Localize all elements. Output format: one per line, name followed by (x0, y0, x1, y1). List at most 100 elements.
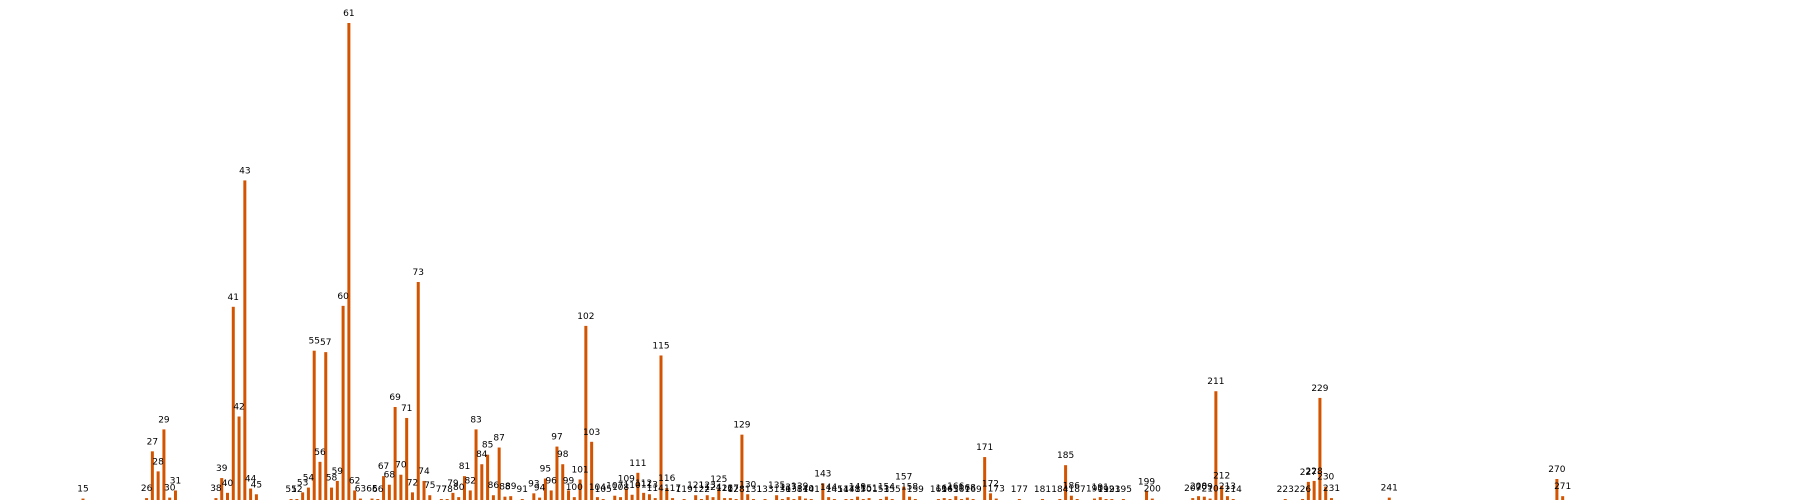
bar-label-108: 108 (612, 483, 629, 493)
bar-43 (243, 180, 247, 500)
bar-label-123: 123 (699, 481, 716, 491)
bar-126 (723, 498, 727, 500)
bar-30 (168, 497, 172, 500)
bar-label-241: 241 (1381, 484, 1398, 494)
bar-15 (81, 498, 85, 500)
bar-60 (341, 305, 345, 500)
bar-80 (457, 497, 461, 500)
bar-label-163: 163 (930, 485, 947, 495)
bar-label-113: 113 (641, 480, 658, 490)
bar-label-44: 44 (245, 475, 257, 485)
bar-101 (578, 479, 582, 500)
bar-100 (572, 497, 576, 500)
bar-57 (324, 352, 328, 500)
bar-label-137: 137 (780, 483, 797, 493)
bar-label-131: 131 (745, 485, 762, 495)
bar-label-102: 102 (577, 312, 594, 322)
bar-123 (705, 495, 709, 500)
bar-label-54: 54 (303, 474, 315, 484)
bar-label-213: 213 (1219, 482, 1236, 492)
bar-label-133: 133 (756, 485, 773, 495)
bar-99 (567, 490, 571, 500)
bar-label-190: 190 (1086, 485, 1103, 495)
bar-label-141: 141 (803, 485, 820, 495)
bar-211 (1214, 391, 1218, 500)
bar-label-83: 83 (470, 415, 481, 425)
bar-label-94: 94 (534, 484, 546, 494)
bar-208 (1197, 496, 1201, 500)
bar-label-100: 100 (566, 483, 583, 493)
bar-143 (821, 483, 825, 500)
bar-label-85: 85 (482, 441, 493, 451)
bar-label-166: 166 (947, 482, 964, 492)
bar-label-149: 149 (849, 483, 866, 493)
bars-layer (81, 23, 1565, 500)
bar-label-84: 84 (476, 450, 488, 460)
bar-label-79: 79 (447, 479, 459, 489)
bar-label-169: 169 (965, 485, 982, 495)
bar-61 (347, 23, 351, 500)
bar-label-139: 139 (791, 482, 808, 492)
bar-label-95: 95 (540, 465, 551, 475)
bar-114 (653, 498, 657, 500)
bar-label-61: 61 (343, 9, 354, 19)
bar-label-69: 69 (389, 393, 401, 403)
bar-label-167: 167 (953, 485, 970, 495)
bar-79 (451, 492, 455, 500)
bar-label-135: 135 (768, 481, 785, 491)
bar-label-192: 192 (1097, 485, 1114, 495)
bar-label-138: 138 (785, 485, 802, 495)
bar-label-31: 31 (170, 476, 181, 486)
bar-label-119: 119 (676, 485, 693, 495)
bar-63 (358, 498, 362, 500)
bar-label-101: 101 (571, 465, 588, 475)
bar-98 (561, 464, 565, 500)
bar-label-30: 30 (164, 484, 176, 494)
bar-271 (1561, 496, 1565, 500)
bar-label-164: 164 (936, 484, 953, 494)
bar-label-144: 144 (820, 483, 837, 493)
bar-27 (150, 451, 154, 500)
bar-label-211: 211 (1207, 377, 1224, 387)
bar-label-110: 110 (624, 481, 641, 491)
bar-label-228: 228 (1306, 467, 1323, 477)
bar-label-168: 168 (959, 484, 976, 494)
bar-212 (1220, 485, 1224, 500)
bar-191 (1098, 497, 1102, 500)
bar-label-193: 193 (1103, 485, 1120, 495)
bar-186 (1069, 495, 1073, 500)
bar-68 (387, 484, 391, 500)
bar-label-56: 56 (314, 448, 326, 458)
bar-72 (410, 492, 414, 500)
bar-135 (775, 495, 779, 500)
bar-108 (619, 497, 623, 500)
bar-label-116: 116 (658, 474, 675, 484)
bar-label-172: 172 (982, 479, 999, 489)
bar-label-59: 59 (332, 467, 344, 477)
bar-229 (1318, 397, 1322, 500)
bar-label-115: 115 (652, 341, 669, 351)
bar-label-147: 147 (837, 485, 854, 495)
bar-111 (636, 472, 640, 500)
bar-42 (237, 416, 241, 500)
bar-41 (231, 306, 235, 500)
bar-53 (301, 492, 305, 500)
bar-label-185: 185 (1057, 451, 1074, 461)
bar-130 (746, 494, 750, 500)
bar-73 (416, 282, 420, 500)
bar-200 (1150, 498, 1154, 500)
bar-label-40: 40 (222, 479, 234, 489)
bar-97 (555, 446, 559, 500)
bar-label-173: 173 (988, 485, 1005, 495)
bar-label-28: 28 (152, 457, 164, 467)
bar-55 (312, 350, 316, 500)
bar-label-80: 80 (453, 483, 465, 493)
bar-103 (590, 441, 594, 500)
bar-label-128: 128 (728, 485, 745, 495)
bar-140 (804, 498, 807, 500)
bar-label-104: 104 (589, 483, 606, 493)
bar-58 (330, 487, 334, 500)
bar-label-187: 187 (1069, 485, 1086, 495)
bar-168 (965, 497, 969, 500)
